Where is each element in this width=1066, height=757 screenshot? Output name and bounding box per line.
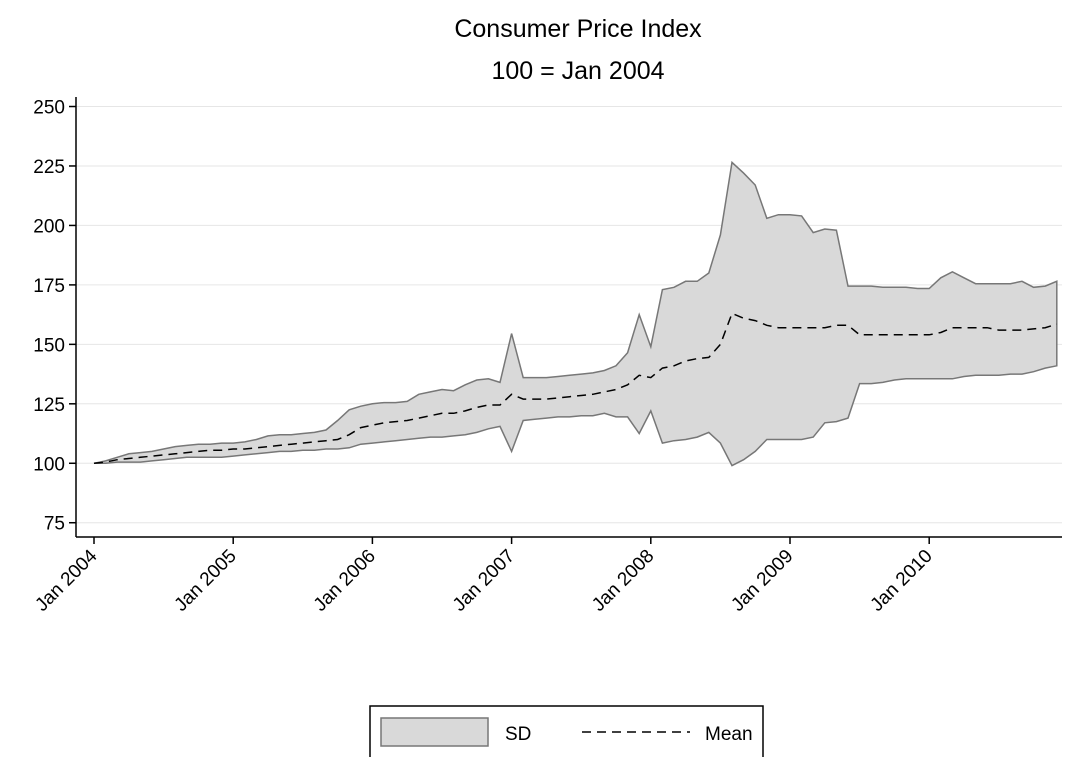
y-tick-label: 175 [33,276,65,297]
y-tick-label: 125 [33,395,65,416]
legend: SD Mean [369,705,764,757]
mean-line [93,312,1058,465]
y-tick-label: 100 [33,454,65,475]
x-tick-label: Jan 2006 [310,546,380,616]
x-tick-label: Jan 2004 [31,545,101,615]
y-tick-label: 200 [33,216,65,237]
legend-swatch [380,717,489,747]
x-tick-label: Jan 2005 [171,546,241,616]
x-tick-label: Jan 2007 [449,546,519,616]
legend-label: Mean [705,724,753,745]
legend-label: SD [505,724,531,745]
x-tick-label: Jan 2008 [588,546,658,616]
y-tick-label: 250 [33,98,65,119]
y-tick-label: 225 [33,157,65,178]
x-tick-label: Jan 2010 [867,546,937,616]
chart-title: Consumer Price Index [454,15,702,43]
chart-subtitle: 100 = Jan 2004 [491,57,664,85]
x-tick-label: Jan 2009 [727,546,797,616]
y-tick-label: 75 [44,514,65,535]
sd-band [93,160,1058,467]
y-tick-label: 150 [33,335,65,356]
